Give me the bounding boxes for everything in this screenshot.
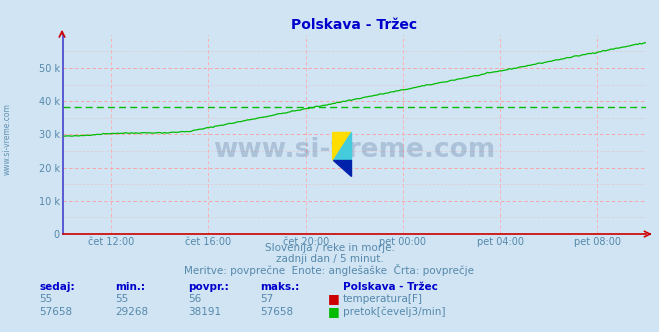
Text: 56: 56 [188,294,201,304]
Text: 57658: 57658 [260,307,293,317]
Text: Polskava - Tržec: Polskava - Tržec [343,283,438,292]
Text: 57658: 57658 [40,307,72,317]
Text: ■: ■ [328,292,340,305]
Text: ■: ■ [328,305,340,318]
Text: pretok[čevelj3/min]: pretok[čevelj3/min] [343,306,445,317]
Text: 55: 55 [115,294,129,304]
Text: www.si-vreme.com: www.si-vreme.com [213,137,496,163]
Text: povpr.:: povpr.: [188,283,229,292]
Title: Polskava - Tržec: Polskava - Tržec [291,18,417,32]
Polygon shape [333,132,351,160]
Polygon shape [333,160,351,176]
Polygon shape [333,132,351,160]
Text: 29268: 29268 [115,307,148,317]
Text: min.:: min.: [115,283,146,292]
Text: 38191: 38191 [188,307,221,317]
Text: sedaj:: sedaj: [40,283,75,292]
Text: zadnji dan / 5 minut.: zadnji dan / 5 minut. [275,254,384,264]
Text: www.si-vreme.com: www.si-vreme.com [3,104,12,175]
Text: temperatura[F]: temperatura[F] [343,294,422,304]
Text: Slovenija / reke in morje.: Slovenija / reke in morje. [264,243,395,253]
Text: maks.:: maks.: [260,283,300,292]
Text: 57: 57 [260,294,273,304]
Text: 55: 55 [40,294,53,304]
Text: Meritve: povprečne  Enote: anglešaške  Črta: povprečje: Meritve: povprečne Enote: anglešaške Črt… [185,264,474,276]
